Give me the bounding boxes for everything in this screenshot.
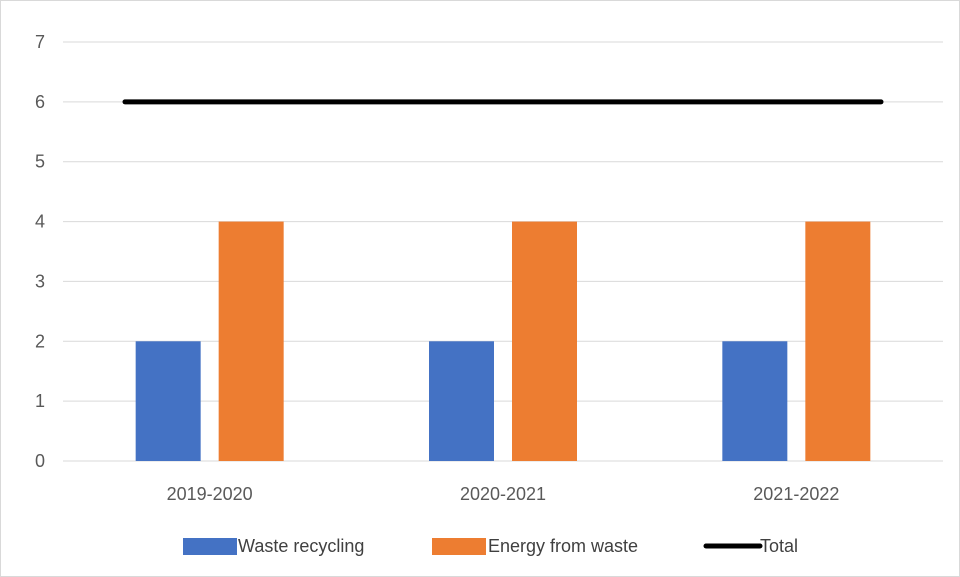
- bar-waste-recycling-2019-2020: [135, 341, 201, 461]
- legend: Waste recycling Energy from waste Total: [183, 536, 798, 556]
- y-tick-label-7: 7: [35, 32, 45, 52]
- bar-energy-from-waste-2021-2022: [805, 221, 871, 461]
- y-axis-ticks: 0 1 2 3 4 5 6 7: [35, 32, 45, 471]
- x-tick-label-2020-2021: 2020-2021: [460, 484, 546, 504]
- y-tick-label-6: 6: [35, 92, 45, 112]
- bars: [135, 221, 871, 461]
- bar-waste-recycling-2021-2022: [722, 341, 788, 461]
- legend-label-waste-recycling: Waste recycling: [238, 536, 364, 556]
- bar-energy-from-waste-2020-2021: [512, 221, 577, 461]
- x-tick-label-2021-2022: 2021-2022: [753, 484, 839, 504]
- y-tick-label-4: 4: [35, 212, 45, 232]
- y-tick-label-3: 3: [35, 271, 45, 291]
- bar-energy-from-waste-2019-2020: [218, 221, 284, 461]
- y-tick-label-5: 5: [35, 152, 45, 172]
- y-tick-label-2: 2: [35, 331, 45, 351]
- legend-swatch-waste-recycling: [183, 538, 237, 555]
- x-tick-label-2019-2020: 2019-2020: [167, 484, 253, 504]
- y-tick-label-1: 1: [35, 391, 45, 411]
- legend-label-total: Total: [760, 536, 798, 556]
- legend-label-energy-from-waste: Energy from waste: [488, 536, 638, 556]
- legend-swatch-energy-from-waste: [432, 538, 486, 555]
- x-axis-ticks: 2019-2020 2020-2021 2021-2022: [167, 484, 840, 504]
- y-tick-label-0: 0: [35, 451, 45, 471]
- bar-waste-recycling-2020-2021: [429, 341, 494, 461]
